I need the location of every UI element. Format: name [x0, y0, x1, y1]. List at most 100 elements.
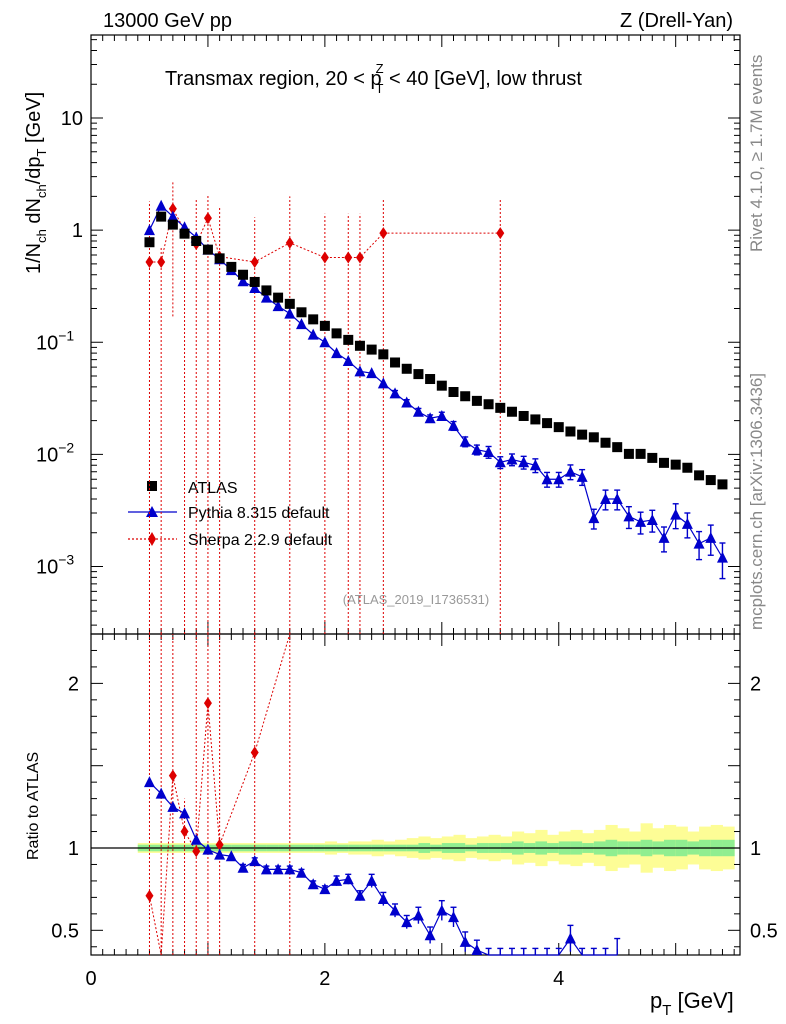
- atlas-point: [284, 298, 295, 309]
- atlas-point: [378, 349, 389, 360]
- pythia-point: [272, 300, 284, 312]
- main-ytick-label: 10−3: [36, 551, 74, 578]
- atlas-point: [167, 219, 178, 230]
- pythia-point: [448, 419, 460, 431]
- legend-atlas-label: ATLAS: [188, 480, 238, 497]
- pythia-point: [494, 456, 506, 468]
- atlas-point: [577, 429, 588, 440]
- atlas-point: [214, 253, 225, 264]
- ratio-pythia-point: [319, 883, 331, 895]
- panel-title-main: Transmax region, 20 < p: [165, 68, 382, 90]
- atlas-point: [612, 442, 623, 453]
- sherpa-point: [157, 255, 166, 268]
- analysis-watermark: (ATLAS_2019_I1736531): [343, 592, 489, 607]
- main-ylabel: 1/Nch dNch/dpT [GeV]: [23, 92, 49, 274]
- ratio-sherpa-point: [168, 769, 177, 782]
- atlas-point: [273, 292, 284, 303]
- ylabel-part-5: /dp: [23, 156, 45, 184]
- ratio-pythia-point: [202, 843, 214, 855]
- sherpa-point: [379, 227, 388, 240]
- atlas-point: [425, 374, 436, 385]
- ratio-pythia-point: [272, 863, 284, 875]
- atlas-point: [495, 402, 506, 413]
- pythia-point: [249, 281, 261, 293]
- atlas-point: [647, 452, 658, 463]
- atlas-point: [471, 395, 482, 406]
- atlas-point: [202, 244, 213, 255]
- atlas-point: [191, 235, 202, 246]
- pythia-point: [588, 512, 600, 524]
- atlas-point: [588, 432, 599, 443]
- ratio-pythia-point: [436, 904, 448, 916]
- atlas-point: [413, 369, 424, 380]
- ylabel-part-1: 1/N: [23, 243, 45, 274]
- ratio-pythia-point: [143, 776, 155, 788]
- ratio-pythia-point: [237, 861, 249, 873]
- ylabel-part-3: dN: [23, 198, 45, 229]
- sherpa-point: [203, 212, 212, 225]
- panel-title: Transmax region, 20 < pZ T < 40 [GeV], lo…: [165, 61, 582, 96]
- ratio-ytick-label: 1: [68, 838, 79, 860]
- atlas-point: [436, 380, 447, 391]
- atlas-point: [682, 462, 693, 473]
- atlas-point: [401, 363, 412, 374]
- ratio-sherpa-point: [145, 889, 154, 902]
- pythia-point: [167, 210, 179, 222]
- pythia-point: [670, 508, 682, 520]
- ylabel-part-2: ch: [34, 229, 49, 243]
- panel-title-sub: T: [376, 81, 384, 96]
- pythia-point: [483, 445, 495, 457]
- atlas-point: [308, 314, 319, 325]
- ratio-pythia-point: [377, 893, 389, 905]
- ratio-pythia-point: [366, 874, 378, 886]
- ratio-pythia-point: [401, 916, 413, 928]
- xlabel-sub: T: [662, 1002, 671, 1019]
- mcplots-label: mcplots.cern.ch [arXiv:1306.3436]: [747, 373, 766, 630]
- atlas-point: [530, 414, 541, 425]
- ratio-pythia-point: [424, 929, 436, 941]
- ratio-pythia-point: [190, 833, 202, 845]
- atlas-point: [354, 340, 365, 351]
- main-ytick-exponent: −1: [58, 327, 74, 343]
- pythia-point: [646, 513, 658, 525]
- atlas-point: [635, 448, 646, 459]
- main-ytick-exponent: −3: [58, 551, 74, 567]
- pythia-point: [611, 492, 623, 504]
- main-ytick-label: 10−1: [36, 327, 74, 354]
- ratio-xtick-label: 0: [85, 968, 96, 990]
- atlas-point: [658, 457, 669, 468]
- pythia-point: [284, 307, 296, 319]
- pythia-point: [459, 435, 471, 447]
- pythia-point: [377, 377, 389, 389]
- legend-pythia-label: Pythia 8.315 default: [188, 505, 330, 522]
- atlas-point: [518, 410, 529, 421]
- panel-title-sup: Z: [376, 61, 384, 76]
- ratio-pythia-point: [295, 866, 307, 878]
- ratio-pythia-point: [459, 935, 471, 947]
- pythia-point: [529, 459, 541, 471]
- ratio-pythia-point: [389, 904, 401, 916]
- atlas-point: [179, 228, 190, 239]
- atlas-point: [694, 470, 705, 481]
- sherpa-point: [320, 251, 329, 264]
- atlas-point: [390, 357, 401, 368]
- atlas-point: [553, 422, 564, 433]
- process-label: Z (Drell-Yan): [620, 10, 733, 32]
- ratio-pythia-point: [564, 932, 576, 944]
- rivet-label: Rivet 4.1.0, ≥ 1.7M events: [747, 55, 766, 252]
- atlas-point: [506, 406, 517, 417]
- ratio-ytick-label: 2: [68, 673, 79, 695]
- pythia-point: [366, 367, 378, 379]
- legend: ATLAS Pythia 8.315 default Sherpa 2.2.9 …: [128, 480, 333, 549]
- main-ytick-label: 1: [72, 220, 83, 242]
- ratio-pythia-point: [260, 863, 272, 875]
- pythia-point: [237, 275, 249, 287]
- atlas-point: [565, 426, 576, 437]
- pythia-point: [412, 405, 424, 417]
- pythia-point: [319, 336, 331, 348]
- pythia-point: [436, 409, 448, 421]
- ratio-pythia-point: [249, 855, 261, 867]
- pythia-point: [155, 199, 167, 211]
- ratio-pythia-point: [225, 850, 237, 862]
